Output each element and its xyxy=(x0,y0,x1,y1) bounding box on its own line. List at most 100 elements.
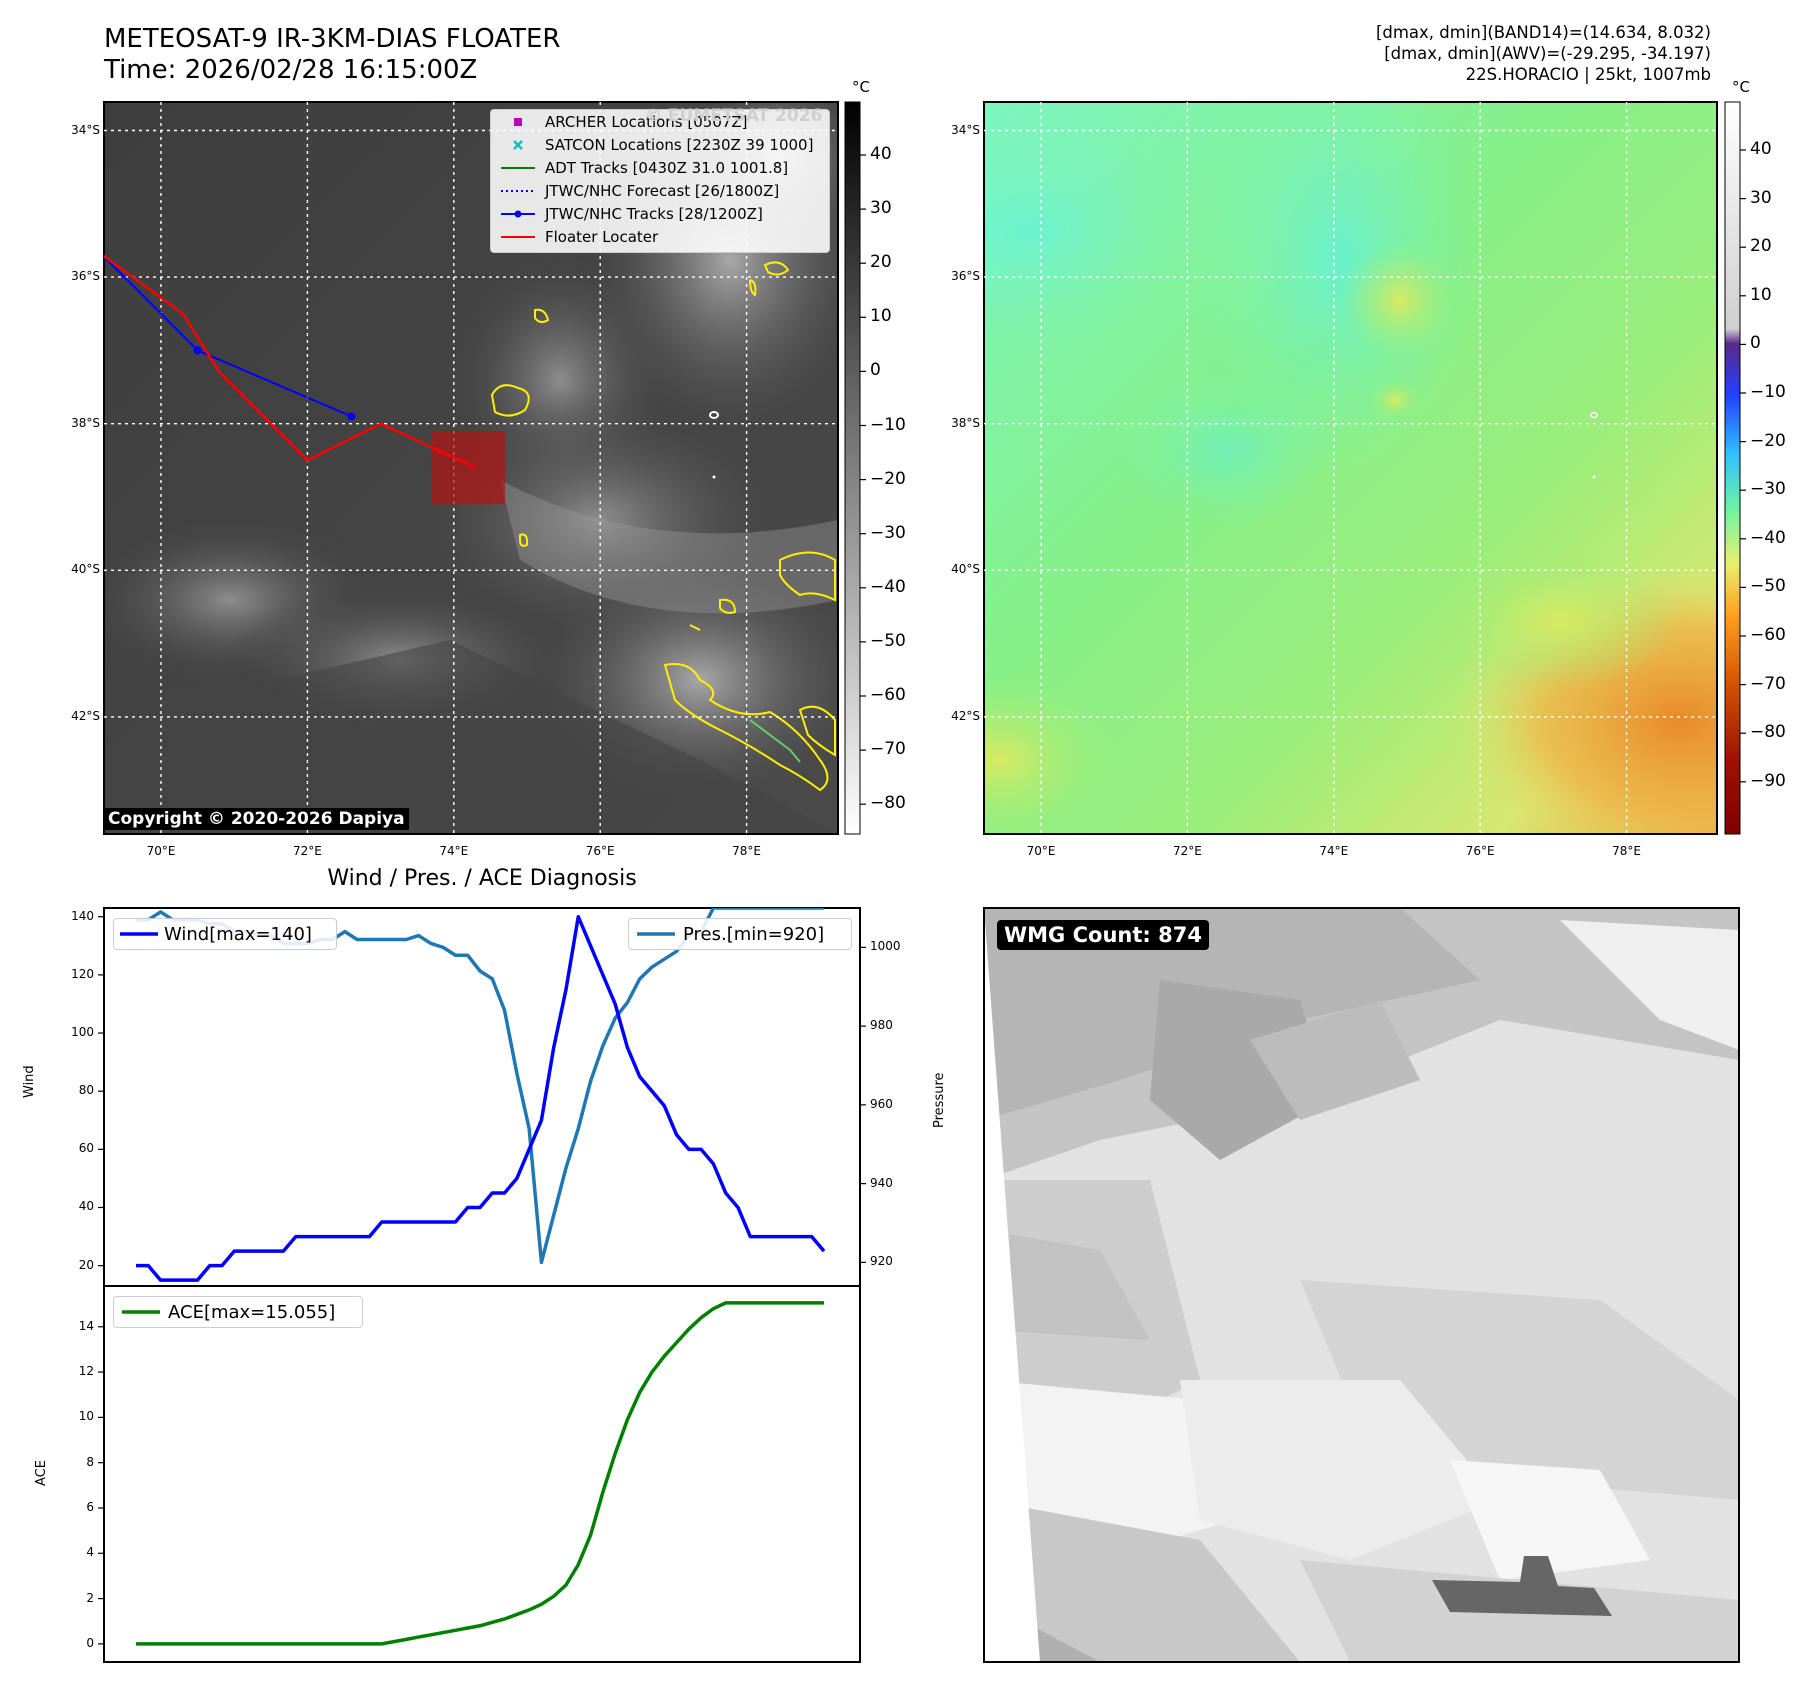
floater-track-line xyxy=(104,254,477,469)
storm-info: [dmax, dmin](BAND14)=(14.634, 8.032) [dm… xyxy=(1375,23,1711,84)
ace-ytick-label: 10 xyxy=(78,1409,94,1424)
legend-entry: JTWC/NHC Forecast [26/1800Z] xyxy=(491,179,829,202)
ace-legend: ACE[max=15.055] xyxy=(113,1296,363,1328)
ir-cbar-tick-label: 0 xyxy=(870,360,881,381)
wind-legend-swatch xyxy=(120,932,158,936)
legend-label: JTWC/NHC Forecast [26/1800Z] xyxy=(545,181,780,200)
ace-legend-swatch xyxy=(122,1310,160,1314)
legend-entry: Floater Locater xyxy=(491,225,829,248)
wind-legend-label: Wind[max=140] xyxy=(164,923,312,945)
ace-ytick-label: 6 xyxy=(86,1499,94,1514)
ace-axes-frame xyxy=(103,1285,861,1663)
legend-symbol xyxy=(514,117,522,126)
wind-ytick-label: 80 xyxy=(78,1083,94,1098)
lat-tick-label: 40°S xyxy=(951,562,980,577)
lon-tick-label: 70°E xyxy=(1026,844,1056,858)
lat-tick-label: 42°S xyxy=(71,708,100,723)
legend-label: SATCON Locations [2230Z 39 1000] xyxy=(545,135,814,154)
pressure-axis-title: Pressure xyxy=(932,1072,947,1128)
lon-tick-label: 70°E xyxy=(146,844,176,858)
wv-cbar-tick-label: −10 xyxy=(1750,382,1786,402)
wv-cbar-tick-label: 20 xyxy=(1750,236,1772,257)
ir-cbar-tick-label: 10 xyxy=(870,306,892,327)
eumetsat-watermark: © EUMETSAT 2026 xyxy=(645,106,823,126)
figure-title: METEOSAT-9 IR-3KM-DIAS FLOATER Time: 202… xyxy=(104,24,561,85)
legend-entry: ARCHER Locations [0507Z] xyxy=(491,110,829,133)
legend-symbol xyxy=(501,210,535,217)
lat-tick-label: 34°S xyxy=(951,122,980,137)
wv-cbar-tick-label: −30 xyxy=(1750,479,1786,500)
wv-cbar-tick-label: −90 xyxy=(1750,770,1786,791)
lon-tick-label: 78°E xyxy=(732,844,762,858)
wv-cbar-tick-label: −20 xyxy=(1750,430,1786,451)
wind-legend: Wind[max=140] xyxy=(113,918,337,950)
ir-cbar-tick-label: −10 xyxy=(870,414,906,435)
ir-colorbar-unit: °C xyxy=(852,78,870,96)
lon-tick-label: 76°E xyxy=(585,844,615,858)
ir-cbar-tick-label: 30 xyxy=(870,198,892,219)
wv-axes-frame xyxy=(983,101,1718,835)
legend-symbol xyxy=(513,139,523,150)
pressure-legend: Pres.[min=920] xyxy=(628,918,852,950)
legend-entry: SATCON Locations [2230Z 39 1000] xyxy=(491,133,829,156)
pressure-ytick-label: 940 xyxy=(870,1175,893,1190)
wind-ytick-label: 40 xyxy=(78,1199,94,1214)
pressure-ytick-label: 1000 xyxy=(870,939,901,954)
lon-tick-label: 76°E xyxy=(1465,844,1495,858)
lat-tick-label: 36°S xyxy=(71,269,100,284)
ace-axis-title: ACE xyxy=(34,1460,49,1486)
ir-cbar-tick-label: 20 xyxy=(870,252,892,273)
wv-cbar-tick-label: 10 xyxy=(1750,284,1772,305)
ir-cbar-tick-label: −40 xyxy=(870,576,906,597)
wv-colorbar-unit: °C xyxy=(1732,78,1750,96)
pressure-ytick-label: 980 xyxy=(870,1018,893,1033)
wmg-axes-frame xyxy=(983,907,1740,1663)
wv-cbar-tick-label: −80 xyxy=(1750,722,1786,743)
wind-axis-title: Wind xyxy=(22,1065,37,1098)
legend-label: JTWC/NHC Tracks [28/1200Z] xyxy=(545,204,763,223)
ir-cbar-tick-label: −70 xyxy=(870,739,906,760)
jtwc-track-point xyxy=(347,412,356,421)
wind-ytick-label: 140 xyxy=(71,908,94,923)
copyright-badge: Copyright © 2020-2026 Dapiya xyxy=(104,808,409,830)
wv-image xyxy=(984,102,1717,834)
legend-label: ADT Tracks [0430Z 31.0 1001.8] xyxy=(545,158,789,177)
legend-symbol xyxy=(501,189,535,192)
lat-tick-label: 36°S xyxy=(951,269,980,284)
ace-ytick-label: 0 xyxy=(86,1635,94,1650)
wind-line xyxy=(136,914,826,1282)
ace-legend-label: ACE[max=15.055] xyxy=(168,1301,336,1323)
legend-label: Floater Locater xyxy=(545,227,659,246)
ace-ytick-label: 8 xyxy=(86,1454,94,1469)
wmg-image xyxy=(984,908,1739,1662)
wind-ytick-label: 60 xyxy=(78,1141,94,1156)
wind-ytick-label: 20 xyxy=(78,1257,94,1272)
wv-cbar-tick-label: 30 xyxy=(1750,187,1772,208)
lat-tick-label: 38°S xyxy=(71,415,100,430)
ir-cbar-tick-label: −30 xyxy=(870,522,906,543)
lat-tick-label: 34°S xyxy=(71,122,100,137)
diagnosis-title: Wind / Pres. / ACE Diagnosis xyxy=(327,866,637,891)
wv-cbar-tick-label: −60 xyxy=(1750,625,1786,645)
legend-entry: JTWC/NHC Tracks [28/1200Z] xyxy=(491,202,829,225)
ace-line xyxy=(136,1301,824,1646)
ir-cbar-tick-label: −20 xyxy=(870,468,906,489)
pressure-legend-swatch xyxy=(637,932,675,936)
lon-tick-label: 74°E xyxy=(439,844,469,858)
ace-ytick-label: 14 xyxy=(78,1318,94,1333)
jtwc-track-point xyxy=(193,346,202,355)
ir-cbar-tick-label: 40 xyxy=(870,144,892,164)
lat-tick-label: 42°S xyxy=(951,708,980,723)
wind-ytick-label: 120 xyxy=(71,966,94,981)
ace-ytick-label: 12 xyxy=(78,1364,94,1379)
ir-cbar-tick-label: −50 xyxy=(870,630,906,651)
pressure-ytick-label: 960 xyxy=(870,1096,893,1111)
floater-box xyxy=(431,431,506,505)
legend-symbol xyxy=(501,166,535,169)
pressure-ytick-label: 920 xyxy=(870,1254,893,1269)
ace-ytick-label: 4 xyxy=(86,1545,94,1560)
lon-tick-label: 72°E xyxy=(1172,844,1202,858)
ir-cbar-tick-label: −80 xyxy=(870,793,906,814)
wv-cbar-tick-label: −40 xyxy=(1750,527,1786,548)
